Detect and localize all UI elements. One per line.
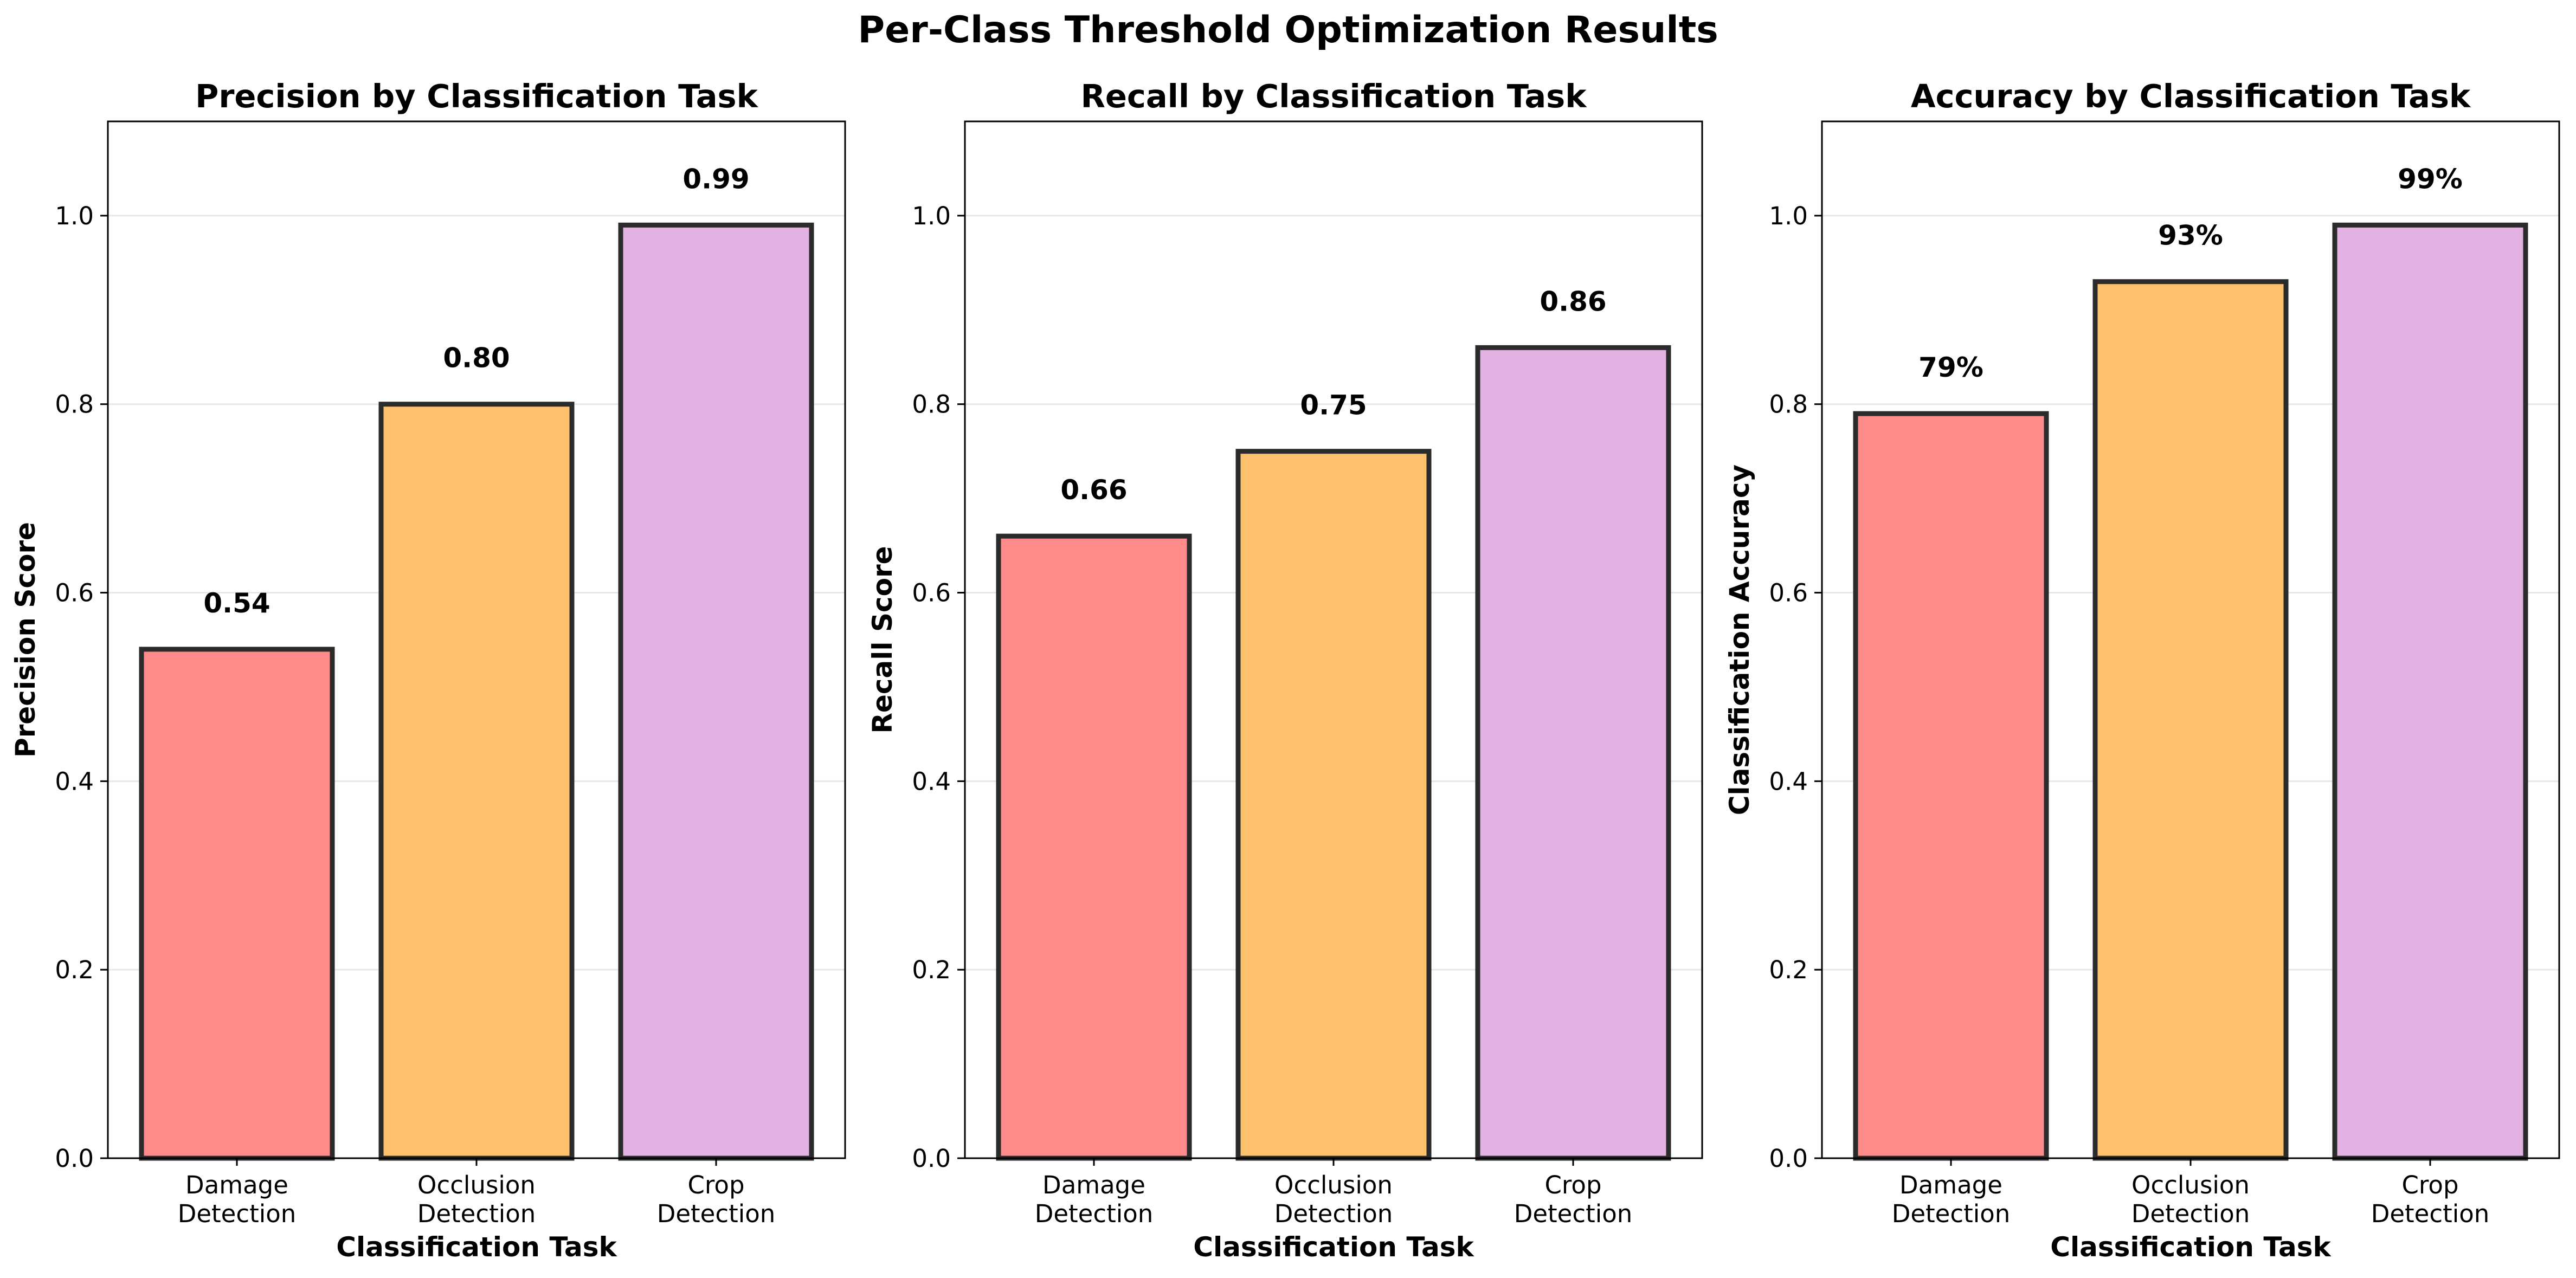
bar — [378, 402, 575, 1161]
y-tick-label: 0.8 — [55, 390, 94, 419]
axes-frame — [107, 120, 846, 1159]
data-label: 0.75 — [1300, 390, 1367, 421]
x-tick-label: Damage Detection — [1892, 1171, 2011, 1228]
data-label: 0.99 — [682, 163, 749, 195]
x-tick-label: Crop Detection — [1514, 1171, 1633, 1228]
data-label: 0.86 — [1540, 286, 1606, 317]
chart-panel-1: 0.0 0.2 0.4 0.6 0.8 1.0 0.54 Damage Detection 0.8… — [10, 78, 846, 1263]
chart-title: Precision by Classification Task — [195, 78, 759, 115]
y-tick-label: 0.6 — [55, 579, 94, 608]
x-tick-label: Occlusion Detection — [1274, 1171, 1393, 1228]
x-tick-label: Damage Detection — [1035, 1171, 1154, 1228]
figure-suptitle: Per-Class Threshold Optimization Results — [858, 9, 1718, 51]
data-label: 99% — [2398, 163, 2463, 195]
y-tick-label: 0.6 — [1769, 579, 1808, 608]
x-tick-label: Occlusion Detection — [417, 1171, 536, 1228]
bar — [1853, 411, 2049, 1161]
y-tick-label: 1.0 — [1769, 202, 1808, 230]
y-axis-label: Classification Accuracy — [1724, 464, 1755, 815]
chart-panels: 0.0 0.2 0.4 0.6 0.8 1.0 0.54 Damage Detection 0.8… — [10, 78, 2560, 1263]
y-tick-label: 0.0 — [1769, 1144, 1808, 1173]
y-tick-label: 0.8 — [912, 390, 951, 419]
y-axis-label: Precision Score — [10, 522, 41, 758]
x-tick-label: Crop Detection — [2371, 1171, 2490, 1228]
data-label: 0.80 — [443, 343, 510, 374]
x-axis-label: Classification Task — [1193, 1231, 1474, 1263]
x-axis-label: Classification Task — [336, 1231, 617, 1263]
bar — [1235, 449, 1432, 1161]
y-tick-label: 0.0 — [912, 1144, 951, 1173]
x-tick-label: Damage Detection — [178, 1171, 297, 1228]
data-label: 79% — [1918, 352, 1983, 383]
x-tick-label: Occlusion Detection — [2131, 1171, 2250, 1228]
y-tick-label: 0.0 — [55, 1144, 94, 1173]
x-axis-label: Classification Task — [2050, 1231, 2332, 1263]
x-tick-label: Crop Detection — [657, 1171, 776, 1228]
chart-title: Recall by Classification Task — [1080, 78, 1587, 115]
y-tick-label: 0.6 — [912, 579, 951, 608]
data-label: 0.66 — [1060, 474, 1127, 506]
data-label: 0.54 — [203, 588, 270, 619]
axes-frame — [1821, 120, 2560, 1159]
chart-title: Accuracy by Classification Task — [1911, 78, 2471, 115]
y-tick-label: 1.0 — [55, 202, 94, 230]
bar — [2092, 279, 2289, 1161]
data-label: 93% — [2158, 220, 2223, 251]
bar — [139, 647, 335, 1161]
bar — [2332, 222, 2528, 1161]
y-axis-label: Recall Score — [867, 546, 898, 733]
y-tick-label: 0.2 — [1769, 956, 1808, 984]
bar — [1475, 345, 1671, 1161]
chart-panel-3: 0.0 0.2 0.4 0.6 0.8 1.0 79% Damage Detection 93% O… — [1724, 78, 2560, 1263]
y-tick-label: 1.0 — [912, 202, 951, 230]
y-tick-label: 0.4 — [55, 767, 94, 796]
bar — [996, 533, 1192, 1161]
y-tick-label: 0.2 — [912, 956, 951, 984]
y-tick-label: 0.4 — [1769, 767, 1808, 796]
y-tick-label: 0.8 — [1769, 390, 1808, 419]
bar — [618, 222, 814, 1161]
y-tick-label: 0.4 — [912, 767, 951, 796]
y-tick-label: 0.2 — [55, 956, 94, 984]
axes-frame — [964, 120, 1703, 1159]
chart-panel-2: 0.0 0.2 0.4 0.6 0.8 1.0 0.66 Damage Detection 0.7… — [867, 78, 1703, 1263]
